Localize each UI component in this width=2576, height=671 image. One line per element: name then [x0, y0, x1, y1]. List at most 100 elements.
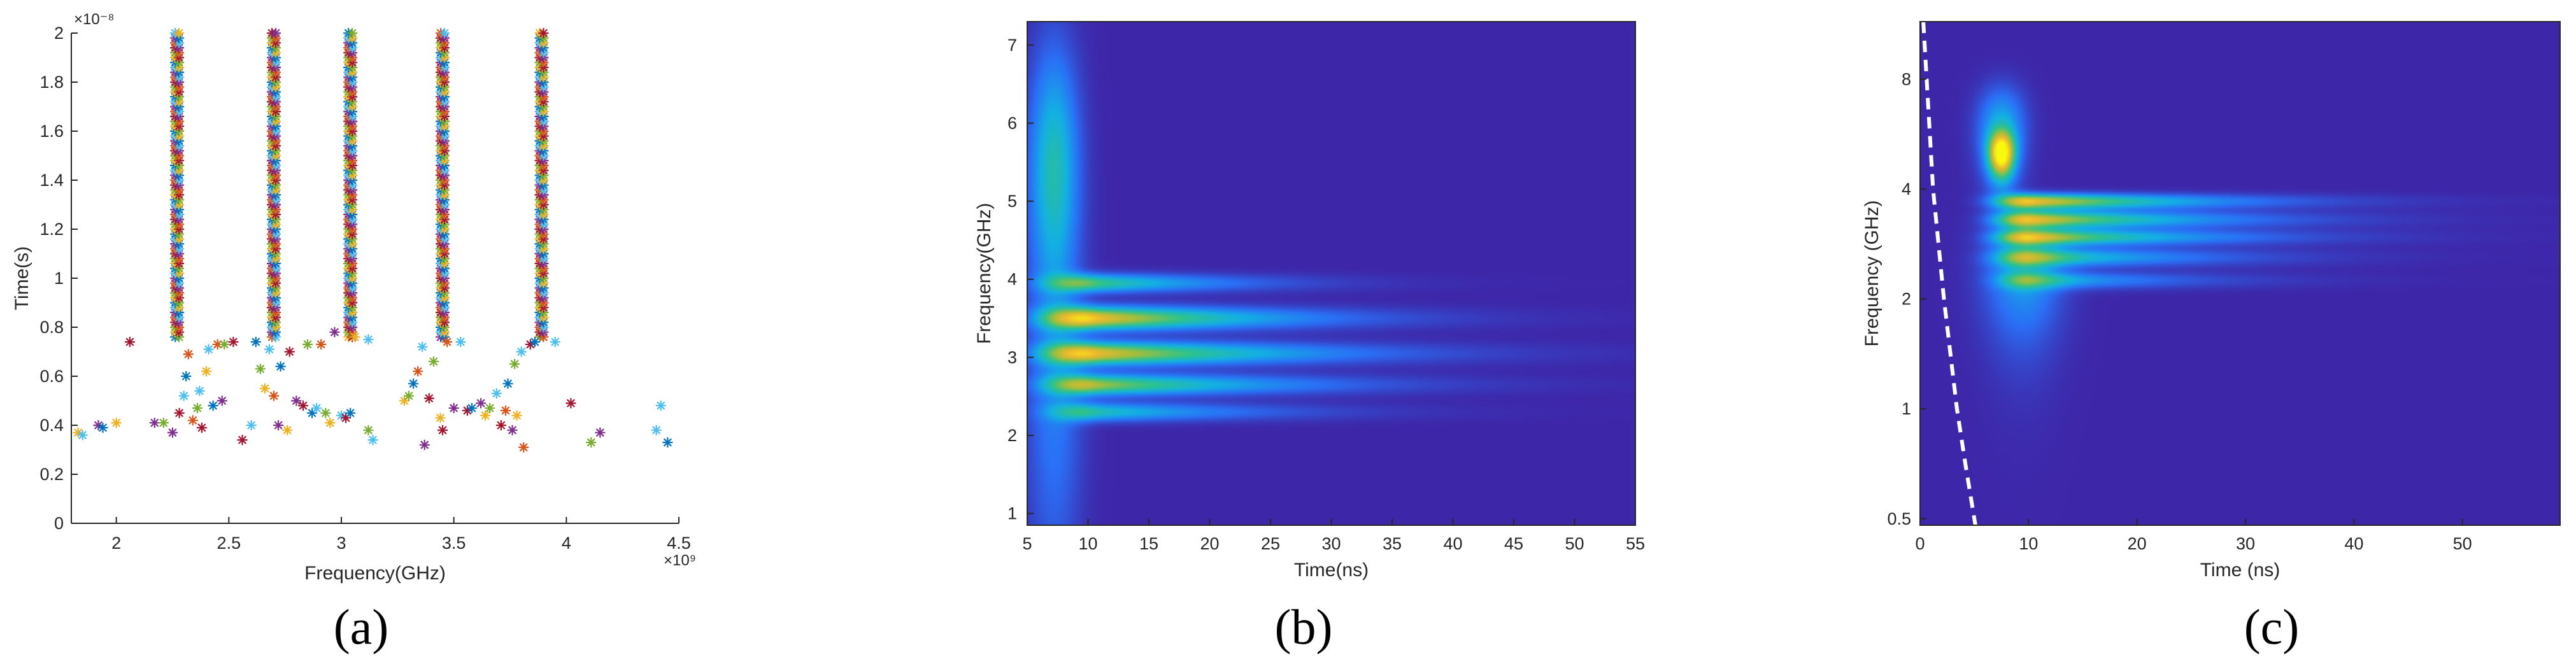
- scatter-point: [307, 407, 318, 418]
- scatter-point: [350, 332, 360, 343]
- x-tick-label: 4.5: [667, 533, 691, 553]
- scatter-point: [77, 430, 88, 441]
- scatter-point: [194, 386, 205, 397]
- x-tick-label: 20: [1200, 534, 1219, 553]
- scatter-point: [282, 425, 293, 435]
- scatter-point: [183, 349, 194, 360]
- y-tick-label: 0.6: [39, 367, 64, 386]
- scatter-point: [476, 398, 487, 409]
- scatter-point: [311, 403, 322, 414]
- x-tick-label: 4: [562, 533, 571, 553]
- scatter-point: [196, 422, 207, 433]
- x-tick-label: 3: [336, 533, 346, 553]
- y-tick-label: 8: [1902, 69, 1911, 88]
- caption-b: (b): [1274, 599, 1333, 654]
- x-tick-label: 15: [1139, 534, 1158, 553]
- scatter-point: [259, 383, 270, 394]
- scatter-point: [124, 337, 135, 348]
- y-tick-label: 1.6: [39, 122, 64, 141]
- y-tick-label: 1: [54, 269, 64, 288]
- scatter-point: [181, 371, 192, 381]
- y-tick-label: 0.5: [1887, 509, 1911, 528]
- scatter-point: [345, 407, 356, 418]
- x-tick-label: 10: [2019, 534, 2038, 553]
- scatter-point: [566, 398, 576, 409]
- y-tick-label: 5: [1007, 192, 1017, 211]
- scatter-point: [662, 437, 673, 448]
- scatter-point: [208, 400, 218, 411]
- scatter-point: [111, 418, 122, 428]
- y-axis-label: Time(s): [11, 246, 32, 311]
- scatter-point: [435, 413, 446, 423]
- scatter-point: [320, 407, 331, 418]
- x-tick-label: 5: [1022, 534, 1032, 553]
- y-tick-label: 3: [1007, 348, 1017, 367]
- scatter-point: [491, 388, 502, 399]
- caption-a: (a): [333, 599, 389, 654]
- scatter-point: [448, 403, 459, 414]
- y-tick-label: 0.2: [39, 465, 64, 484]
- scatter-point: [167, 427, 178, 438]
- scatter-point: [428, 356, 439, 367]
- scatter-point: [655, 400, 666, 411]
- scatter-point: [363, 334, 374, 345]
- cone-of-influence-line: [1921, 21, 1977, 526]
- scatter-point: [518, 442, 529, 453]
- scatter-point: [408, 378, 419, 389]
- y-tick-label: 1.2: [39, 220, 64, 239]
- scatter-point: [284, 346, 295, 357]
- y-tick-label: 7: [1007, 36, 1017, 55]
- scatter-point: [217, 395, 227, 406]
- y-axis-label: Frequency(GHz): [974, 203, 995, 344]
- x-tick-label: 55: [1626, 534, 1645, 553]
- x-axis-label: Time (ns): [2200, 560, 2281, 581]
- scatter-point: [228, 337, 239, 348]
- x-tick-label: 45: [1504, 534, 1523, 553]
- x-tick-label: 35: [1383, 534, 1402, 553]
- y-tick-label: 4: [1902, 180, 1911, 199]
- y-tick-label: 1.4: [39, 171, 64, 190]
- scatter-point: [455, 337, 466, 348]
- y-tick-label: 4: [1007, 270, 1017, 289]
- scatter-point: [149, 418, 160, 428]
- scatter-point: [509, 358, 520, 369]
- scatter-point: [413, 366, 423, 377]
- column-4-marker: [439, 28, 450, 38]
- scatter-point: [264, 344, 274, 355]
- scatter-point: [174, 407, 185, 418]
- scatter-point: [237, 435, 248, 446]
- scatter-point: [97, 422, 108, 433]
- scatter-point: [529, 337, 540, 348]
- scatter-point: [329, 327, 340, 337]
- scatter-point: [363, 425, 374, 435]
- scatter-point: [423, 393, 434, 404]
- scatter-point: [201, 366, 211, 377]
- scatter-point: [275, 361, 286, 372]
- x-tick-label: 2: [111, 533, 121, 553]
- scatter-point: [438, 425, 448, 435]
- scatter-point: [480, 410, 491, 421]
- x-tick-label: 10: [1078, 534, 1097, 553]
- x-tick-label: 50: [2453, 534, 2472, 553]
- x-tick-label: 3.5: [442, 533, 466, 553]
- scatter-point: [203, 344, 214, 355]
- scatter-point: [502, 378, 513, 389]
- y-tick-label: 2: [54, 24, 64, 43]
- scatter-point: [466, 403, 477, 414]
- scatter-point: [511, 410, 522, 421]
- scatter-point: [187, 415, 198, 426]
- x-tick-label: 40: [1443, 534, 1462, 553]
- x-tick-label: 30: [1321, 534, 1341, 553]
- scatter-point: [325, 418, 336, 428]
- scatter-point: [316, 339, 327, 350]
- y-tick-label: 6: [1007, 113, 1017, 132]
- y-tick-label: 2: [1902, 290, 1911, 309]
- x-tick-label: 20: [2128, 534, 2147, 553]
- y-tick-label: 1: [1902, 399, 1911, 418]
- x-tick-label: 0: [1915, 534, 1925, 553]
- scatter-point: [404, 390, 414, 401]
- scatter-point: [651, 425, 662, 435]
